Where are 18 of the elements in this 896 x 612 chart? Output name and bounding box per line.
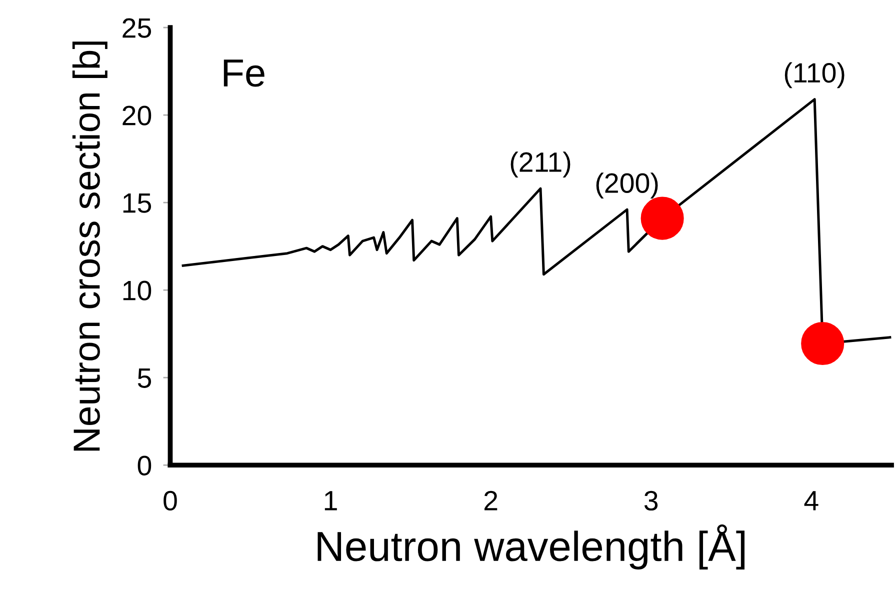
y-tick-label: 10 xyxy=(123,280,152,300)
y-axis-title: Neutron cross section [b] xyxy=(72,42,108,451)
y-tick-label: 25 xyxy=(122,18,152,38)
x-axis-title: Neutron wavelength [Å] xyxy=(318,524,744,570)
y-tick-label: 20 xyxy=(122,106,152,126)
annotation: (211) xyxy=(510,152,570,178)
x-tick-label: 1 xyxy=(324,491,337,510)
annotation: (200) xyxy=(596,172,658,198)
x-tick-label: 4 xyxy=(804,491,818,510)
y-tick-label: 5 xyxy=(138,368,152,388)
line-series xyxy=(182,98,892,345)
x-tick-label: 0 xyxy=(164,490,177,511)
y-tick-label: 15 xyxy=(123,194,152,213)
annotation: Fe xyxy=(224,60,264,87)
x-tick-label: 3 xyxy=(644,490,658,511)
annotation: (110) xyxy=(784,62,844,88)
x-tick-label: 2 xyxy=(484,490,498,510)
y-tick-label: 0 xyxy=(138,456,152,476)
